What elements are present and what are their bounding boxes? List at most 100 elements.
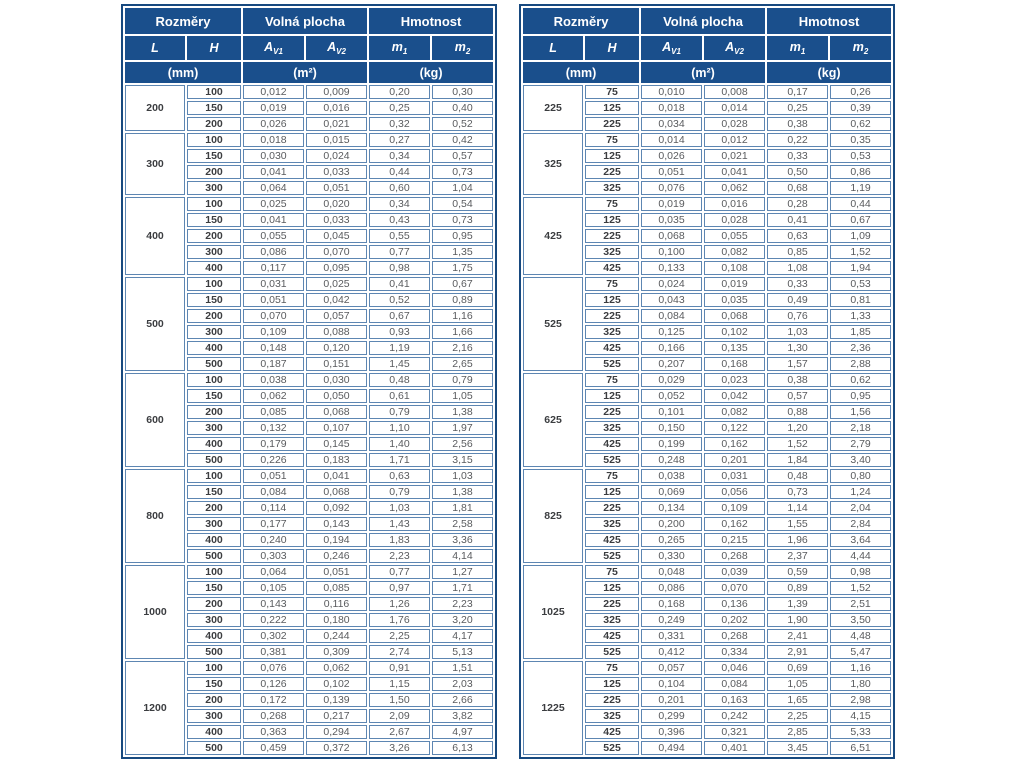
cell-h: 500	[187, 645, 242, 659]
cell-av1: 0,133	[641, 261, 703, 275]
header-col-h: H	[187, 36, 242, 60]
cell-av1: 0,031	[243, 277, 305, 291]
cell-h: 400	[187, 629, 242, 643]
cell-h: 525	[585, 741, 640, 755]
cell-m2: 2,23	[432, 597, 494, 611]
cell-m2: 1,97	[432, 421, 494, 435]
cell-av2: 0,082	[704, 245, 766, 259]
cell-m2: 0,73	[432, 213, 494, 227]
cell-m1: 0,34	[369, 197, 431, 211]
header-col-subscript: 1	[800, 47, 806, 56]
cell-h: 225	[585, 405, 640, 419]
table-row: 500 0,303 0,246 2,23 4,14	[125, 549, 494, 563]
table-row: 425 0,133 0,108 1,08 1,94	[523, 261, 892, 275]
table-row: 225 0,101 0,082 0,88 1,56	[523, 405, 892, 419]
cell-av2: 0,015	[306, 133, 368, 147]
cell-m2: 0,44	[830, 197, 892, 211]
cell-m1: 0,85	[767, 245, 829, 259]
cell-m2: 0,52	[432, 117, 494, 131]
cell-av2: 0,183	[306, 453, 368, 467]
cell-m2: 0,89	[432, 293, 494, 307]
cell-av2: 0,062	[704, 181, 766, 195]
cell-av2: 0,051	[306, 181, 368, 195]
cell-av1: 0,057	[641, 661, 703, 675]
cell-l-group: 400	[125, 197, 185, 275]
header-col-subscript: V2	[734, 47, 744, 56]
cell-m2: 1,35	[432, 245, 494, 259]
cell-m1: 0,48	[767, 469, 829, 483]
cell-m1: 0,93	[369, 325, 431, 339]
table-row: 325 0,249 0,202 1,90 3,50	[523, 613, 892, 627]
cell-m1: 0,41	[767, 213, 829, 227]
cell-h: 325	[585, 325, 640, 339]
cell-h: 225	[585, 117, 640, 131]
cell-av1: 0,265	[641, 533, 703, 547]
table-row: 525 0,494 0,401 3,45 6,51	[523, 741, 892, 755]
cell-m2: 2,88	[830, 357, 892, 371]
table-row: 500 0,381 0,309 2,74 5,13	[125, 645, 494, 659]
table-row: 325 0,125 0,102 1,03 1,85	[523, 325, 892, 339]
table-row: 325 0,076 0,062 0,68 1,19	[523, 181, 892, 195]
cell-m2: 0,26	[830, 85, 892, 99]
cell-m2: 3,40	[830, 453, 892, 467]
header-group-1: Volná plocha	[641, 8, 766, 34]
header-col-symbol: L	[151, 41, 159, 55]
cell-av2: 0,035	[704, 293, 766, 307]
cell-av2: 0,016	[306, 101, 368, 115]
cell-av2: 0,217	[306, 709, 368, 723]
cell-m1: 1,84	[767, 453, 829, 467]
cell-m1: 0,20	[369, 85, 431, 99]
cell-m2: 6,13	[432, 741, 494, 755]
cell-av1: 0,303	[243, 549, 305, 563]
cell-h: 300	[187, 613, 242, 627]
cell-h: 225	[585, 693, 640, 707]
cell-av2: 0,028	[704, 117, 766, 131]
cell-h: 425	[585, 341, 640, 355]
cell-av1: 0,226	[243, 453, 305, 467]
cell-m1: 1,03	[767, 325, 829, 339]
cell-m2: 4,14	[432, 549, 494, 563]
cell-m2: 5,33	[830, 725, 892, 739]
cell-av1: 0,105	[243, 581, 305, 595]
cell-h: 300	[187, 245, 242, 259]
cell-av1: 0,222	[243, 613, 305, 627]
table-row: 500 100 0,031 0,025 0,41 0,67	[125, 277, 494, 371]
cell-h: 100	[187, 197, 242, 211]
table-row: 525 0,248 0,201 1,84 3,40	[523, 453, 892, 467]
table-row: 150 0,062 0,050 0,61 1,05	[125, 389, 494, 403]
cell-m1: 0,73	[767, 485, 829, 499]
cell-m1: 0,77	[369, 245, 431, 259]
cell-m2: 4,44	[830, 549, 892, 563]
table-row: 200 0,070 0,057 0,67 1,16	[125, 309, 494, 323]
cell-av1: 0,172	[243, 693, 305, 707]
table-row: 125 0,069 0,056 0,73 1,24	[523, 485, 892, 499]
cell-m2: 0,53	[830, 149, 892, 163]
cell-h: 75	[585, 277, 640, 291]
cell-av1: 0,026	[243, 117, 305, 131]
cell-m1: 1,55	[767, 517, 829, 531]
cell-h: 425	[585, 725, 640, 739]
cell-av1: 0,019	[243, 101, 305, 115]
cell-m1: 0,44	[369, 165, 431, 179]
table-row: 125 0,035 0,028 0,41 0,67	[523, 213, 892, 227]
cell-h: 100	[187, 133, 242, 147]
cell-av2: 0,108	[704, 261, 766, 275]
cell-h: 400	[187, 261, 242, 275]
cell-m1: 2,09	[369, 709, 431, 723]
cell-av1: 0,148	[243, 341, 305, 355]
cell-m1: 1,90	[767, 613, 829, 627]
cell-av2: 0,028	[704, 213, 766, 227]
cell-av1: 0,126	[243, 677, 305, 691]
cell-m1: 0,76	[767, 309, 829, 323]
table-row: 500 0,459 0,372 3,26 6,13	[125, 741, 494, 755]
header-col-subscript: 2	[863, 47, 869, 56]
cell-h: 500	[187, 741, 242, 755]
table-row: 1225 75 0,057 0,046 0,69 1,16	[523, 661, 892, 755]
cell-m1: 0,34	[369, 149, 431, 163]
cell-m1: 0,32	[369, 117, 431, 131]
cell-av2: 0,024	[306, 149, 368, 163]
cell-av1: 0,125	[641, 325, 703, 339]
cell-m1: 1,14	[767, 501, 829, 515]
cell-av2: 0,041	[306, 469, 368, 483]
cell-h: 400	[187, 437, 242, 451]
